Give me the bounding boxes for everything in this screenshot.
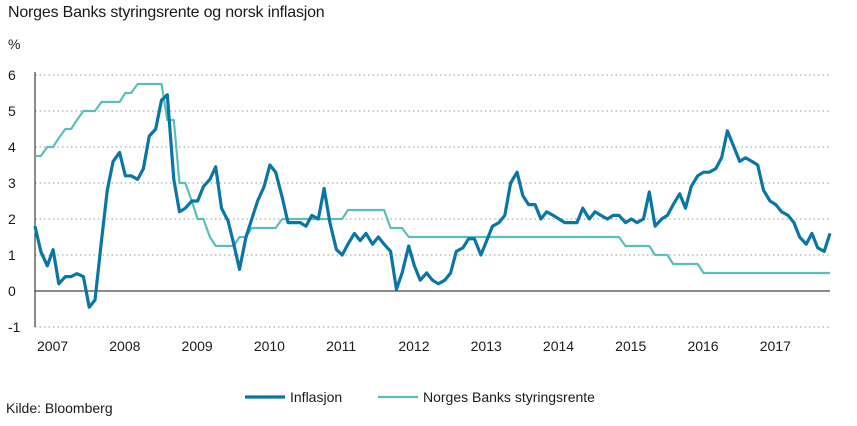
legend-label: Inflasjon (290, 389, 342, 405)
y-tick-label: 1 (8, 247, 16, 263)
x-tick-label: 2012 (398, 338, 429, 354)
y-tick-label: 6 (8, 67, 16, 83)
legend-label: Norges Banks styringsrente (423, 389, 595, 405)
y-tick-label: 4 (8, 139, 16, 155)
x-tick-label: 2010 (254, 338, 285, 354)
x-tick-label: 2013 (471, 338, 502, 354)
y-tick-label: 5 (8, 103, 16, 119)
x-tick-label: 2016 (687, 338, 718, 354)
series-line-styringsrente (35, 82, 830, 275)
source-note: Kilde: Bloomberg (6, 400, 113, 416)
x-axis-ticks: 2007 2008 2009 2010 2011 2012 2013 2014 2015 2016… (37, 338, 791, 354)
legend: Inflasjon Norges Banks styringsrente (245, 389, 595, 405)
y-tick-label: -1 (8, 319, 21, 335)
series-lines (33, 82, 832, 309)
y-tick-label: 2 (8, 211, 16, 227)
x-tick-label: 2007 (37, 338, 68, 354)
x-tick-label: 2014 (543, 338, 574, 354)
y-tick-label: 3 (8, 175, 16, 191)
y-axis-ticks: -1 0 1 2 3 4 5 6 (8, 67, 21, 335)
y-tick-label: 0 (8, 283, 16, 299)
x-tick-label: 2015 (615, 338, 646, 354)
x-tick-label: 2017 (760, 338, 791, 354)
chart-title: Norges Banks styringsrente og norsk infl… (8, 4, 325, 21)
x-tick-label: 2009 (182, 338, 213, 354)
y-axis-unit-label: % (8, 36, 21, 52)
x-tick-label: 2011 (326, 338, 356, 354)
gridlines (35, 74, 830, 328)
series-line-inflasjon (33, 93, 832, 309)
axes (34, 72, 830, 327)
x-tick-label: 2008 (109, 338, 140, 354)
